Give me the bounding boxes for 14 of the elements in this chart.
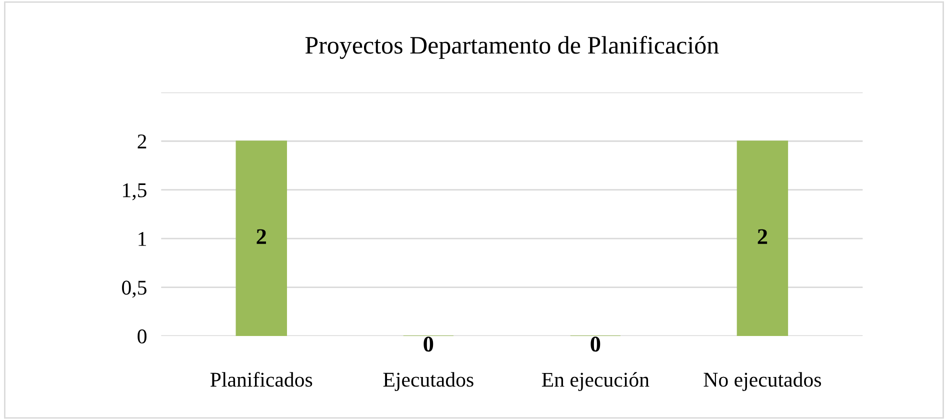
data-label: 2 [758, 229, 768, 244]
y-tick-label: 0 [138, 329, 146, 344]
chart-title: Proyectos Departamento de Planificación [305, 36, 719, 59]
data-label: 0 [424, 336, 434, 352]
data-label: 2 [256, 229, 266, 244]
x-tick-label: En ejecución [542, 372, 650, 392]
x-tick-label: Ejecutados [383, 372, 474, 392]
y-tick-label: 2 [138, 134, 146, 148]
y-tick-label: 1 [138, 232, 146, 246]
x-tick-label: No ejecutados [704, 372, 821, 392]
x-tick-label: Planificados [210, 372, 312, 387]
y-tick-label: 1,5 [123, 183, 146, 200]
data-label: 0 [590, 336, 600, 352]
y-tick-label: 0,5 [122, 280, 146, 298]
